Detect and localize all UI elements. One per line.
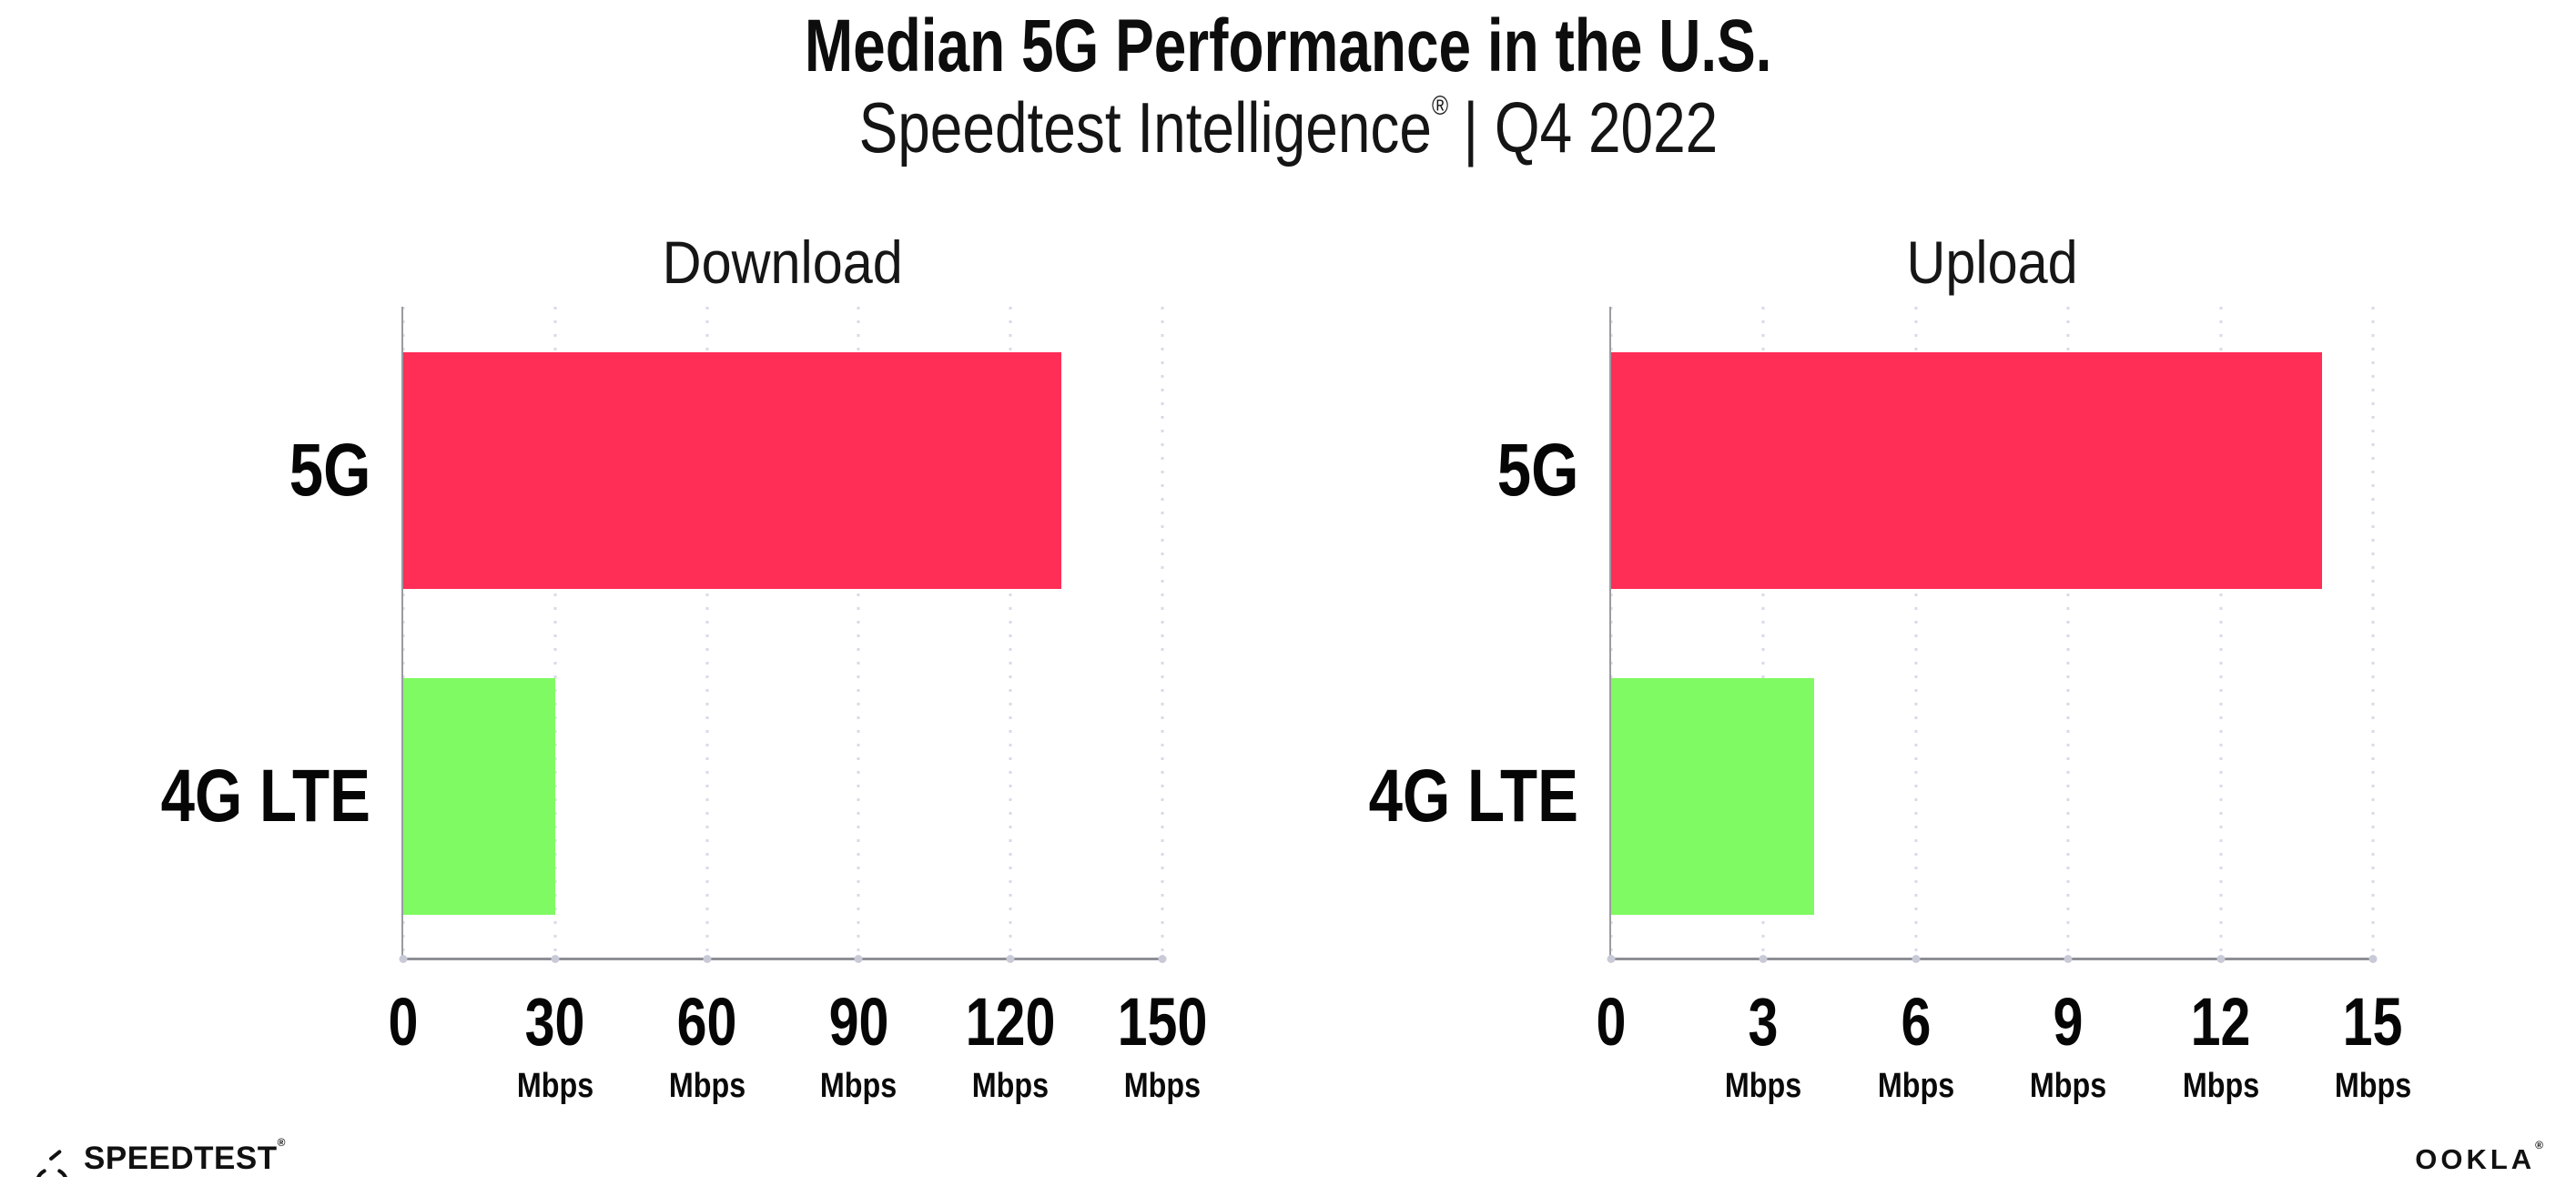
registered-mark: ® — [1431, 91, 1448, 121]
gridline — [1761, 307, 1765, 959]
axis-tick-dot — [854, 955, 863, 963]
gridline — [1009, 307, 1012, 959]
page-subtitle: Speedtest Intelligence® | Q4 2022 — [0, 87, 2576, 167]
y-axis-line — [1609, 307, 1611, 959]
subtitle-brand: Speedtest Intelligence — [858, 87, 1432, 167]
axis-tick-dot — [2368, 955, 2378, 963]
x-tick-label: 90 Mbps — [814, 959, 904, 1105]
gridline — [401, 307, 405, 959]
unit-label: Mbps — [1877, 1067, 1954, 1105]
unit-label: Mbps — [820, 1067, 898, 1105]
ookla-registered-mark: ® — [2535, 1139, 2547, 1151]
axis-tick-dot — [2064, 955, 2073, 963]
unit-label: Mbps — [2182, 1067, 2259, 1105]
axis-tick-dot — [703, 955, 712, 963]
y-axis-line — [401, 307, 403, 959]
unit-label: Mbps — [1725, 1067, 1802, 1105]
page-title: Median 5G Performance in the U.S. — [0, 5, 2576, 87]
subtitle-period: | Q4 2022 — [1463, 87, 1718, 167]
speedtest-wordmark: SPEEDTEST® — [84, 1135, 286, 1176]
speedtest-registered-mark: ® — [277, 1135, 286, 1149]
category-label: 4G LTE — [160, 755, 370, 837]
x-tick-label: 150 Mbps — [1106, 959, 1218, 1105]
unit-label: Mbps — [972, 1067, 1050, 1105]
x-tick-label: 12 Mbps — [2175, 959, 2266, 1105]
x-tick-label: 60 Mbps — [662, 959, 752, 1105]
axis-tick-dot — [1006, 955, 1015, 963]
gridline — [857, 307, 860, 959]
axis-tick-dot — [1912, 955, 1921, 963]
category-label: 5G — [289, 429, 370, 512]
gridline — [1609, 307, 1613, 959]
category-label: 4G LTE — [1368, 755, 1578, 837]
gridline — [2371, 307, 2375, 959]
x-tick-label: 6 Mbps — [1871, 959, 1961, 1105]
gridline — [1914, 307, 1918, 959]
unit-label: Mbps — [668, 1067, 745, 1105]
bar-5g — [1611, 352, 2323, 589]
axis-tick-dot — [1759, 955, 1768, 963]
upload-chart-title: Upload — [1906, 228, 2078, 296]
ookla-wordmark: OOKLA — [2415, 1143, 2536, 1175]
gridline — [705, 307, 709, 959]
x-tick-label: 0 — [1596, 984, 1627, 1060]
download-chart: Download 5G 4G LTE 0 30 Mbps 60 Mbps 90 Mbps 120 M… — [161, 232, 1208, 1103]
bar-4g-lte — [403, 678, 555, 915]
ookla-logo: OOKLA® — [2415, 1140, 2547, 1175]
unit-label: Mbps — [2334, 1067, 2412, 1105]
x-axis-line — [401, 958, 1163, 960]
gridline — [1161, 307, 1164, 959]
x-axis-line — [1608, 958, 2374, 960]
gridline — [2066, 307, 2070, 959]
unit-label: Mbps — [2030, 1067, 2107, 1105]
unit-label: Mbps — [516, 1067, 593, 1105]
axis-tick-dot — [551, 955, 560, 963]
download-chart-title: Download — [662, 228, 904, 296]
page-title-text: Median 5G Performance in the U.S. — [804, 5, 1772, 87]
category-label: 5G — [1496, 429, 1578, 512]
gridline — [2219, 307, 2223, 959]
x-tick-label: 30 Mbps — [510, 959, 600, 1105]
unit-label: Mbps — [1123, 1067, 1202, 1105]
x-tick-labels: 0 3 Mbps 6 Mbps 9 Mbps 12 Mbps 15 Mbps — [1597, 959, 2412, 1122]
gridline — [553, 307, 557, 959]
axis-tick-dot — [1607, 955, 1616, 963]
x-tick-label: 15 Mbps — [2328, 959, 2418, 1105]
x-tick-label: 9 Mbps — [2023, 959, 2114, 1105]
axis-tick-dot — [399, 955, 408, 963]
x-tick-labels: 0 30 Mbps 60 Mbps 90 Mbps 120 Mbps 150 Mbps — [389, 959, 1208, 1122]
bar-4g-lte — [1611, 678, 1815, 915]
upload-chart: Upload 5G 4G LTE 0 3 Mbps 6 Mbps 9 Mbps 12 Mbps 15 M… — [1369, 232, 2412, 1103]
speedtest-gauge-icon — [36, 1150, 67, 1177]
axis-tick-dot — [1158, 955, 1167, 963]
x-tick-label: 3 Mbps — [1719, 959, 1809, 1105]
axis-tick-dot — [2216, 955, 2226, 963]
x-tick-label: 0 — [388, 984, 419, 1060]
x-tick-label: 120 Mbps — [954, 959, 1066, 1105]
bar-5g — [403, 352, 1061, 589]
speedtest-logo: SPEEDTEST® — [33, 1135, 286, 1177]
